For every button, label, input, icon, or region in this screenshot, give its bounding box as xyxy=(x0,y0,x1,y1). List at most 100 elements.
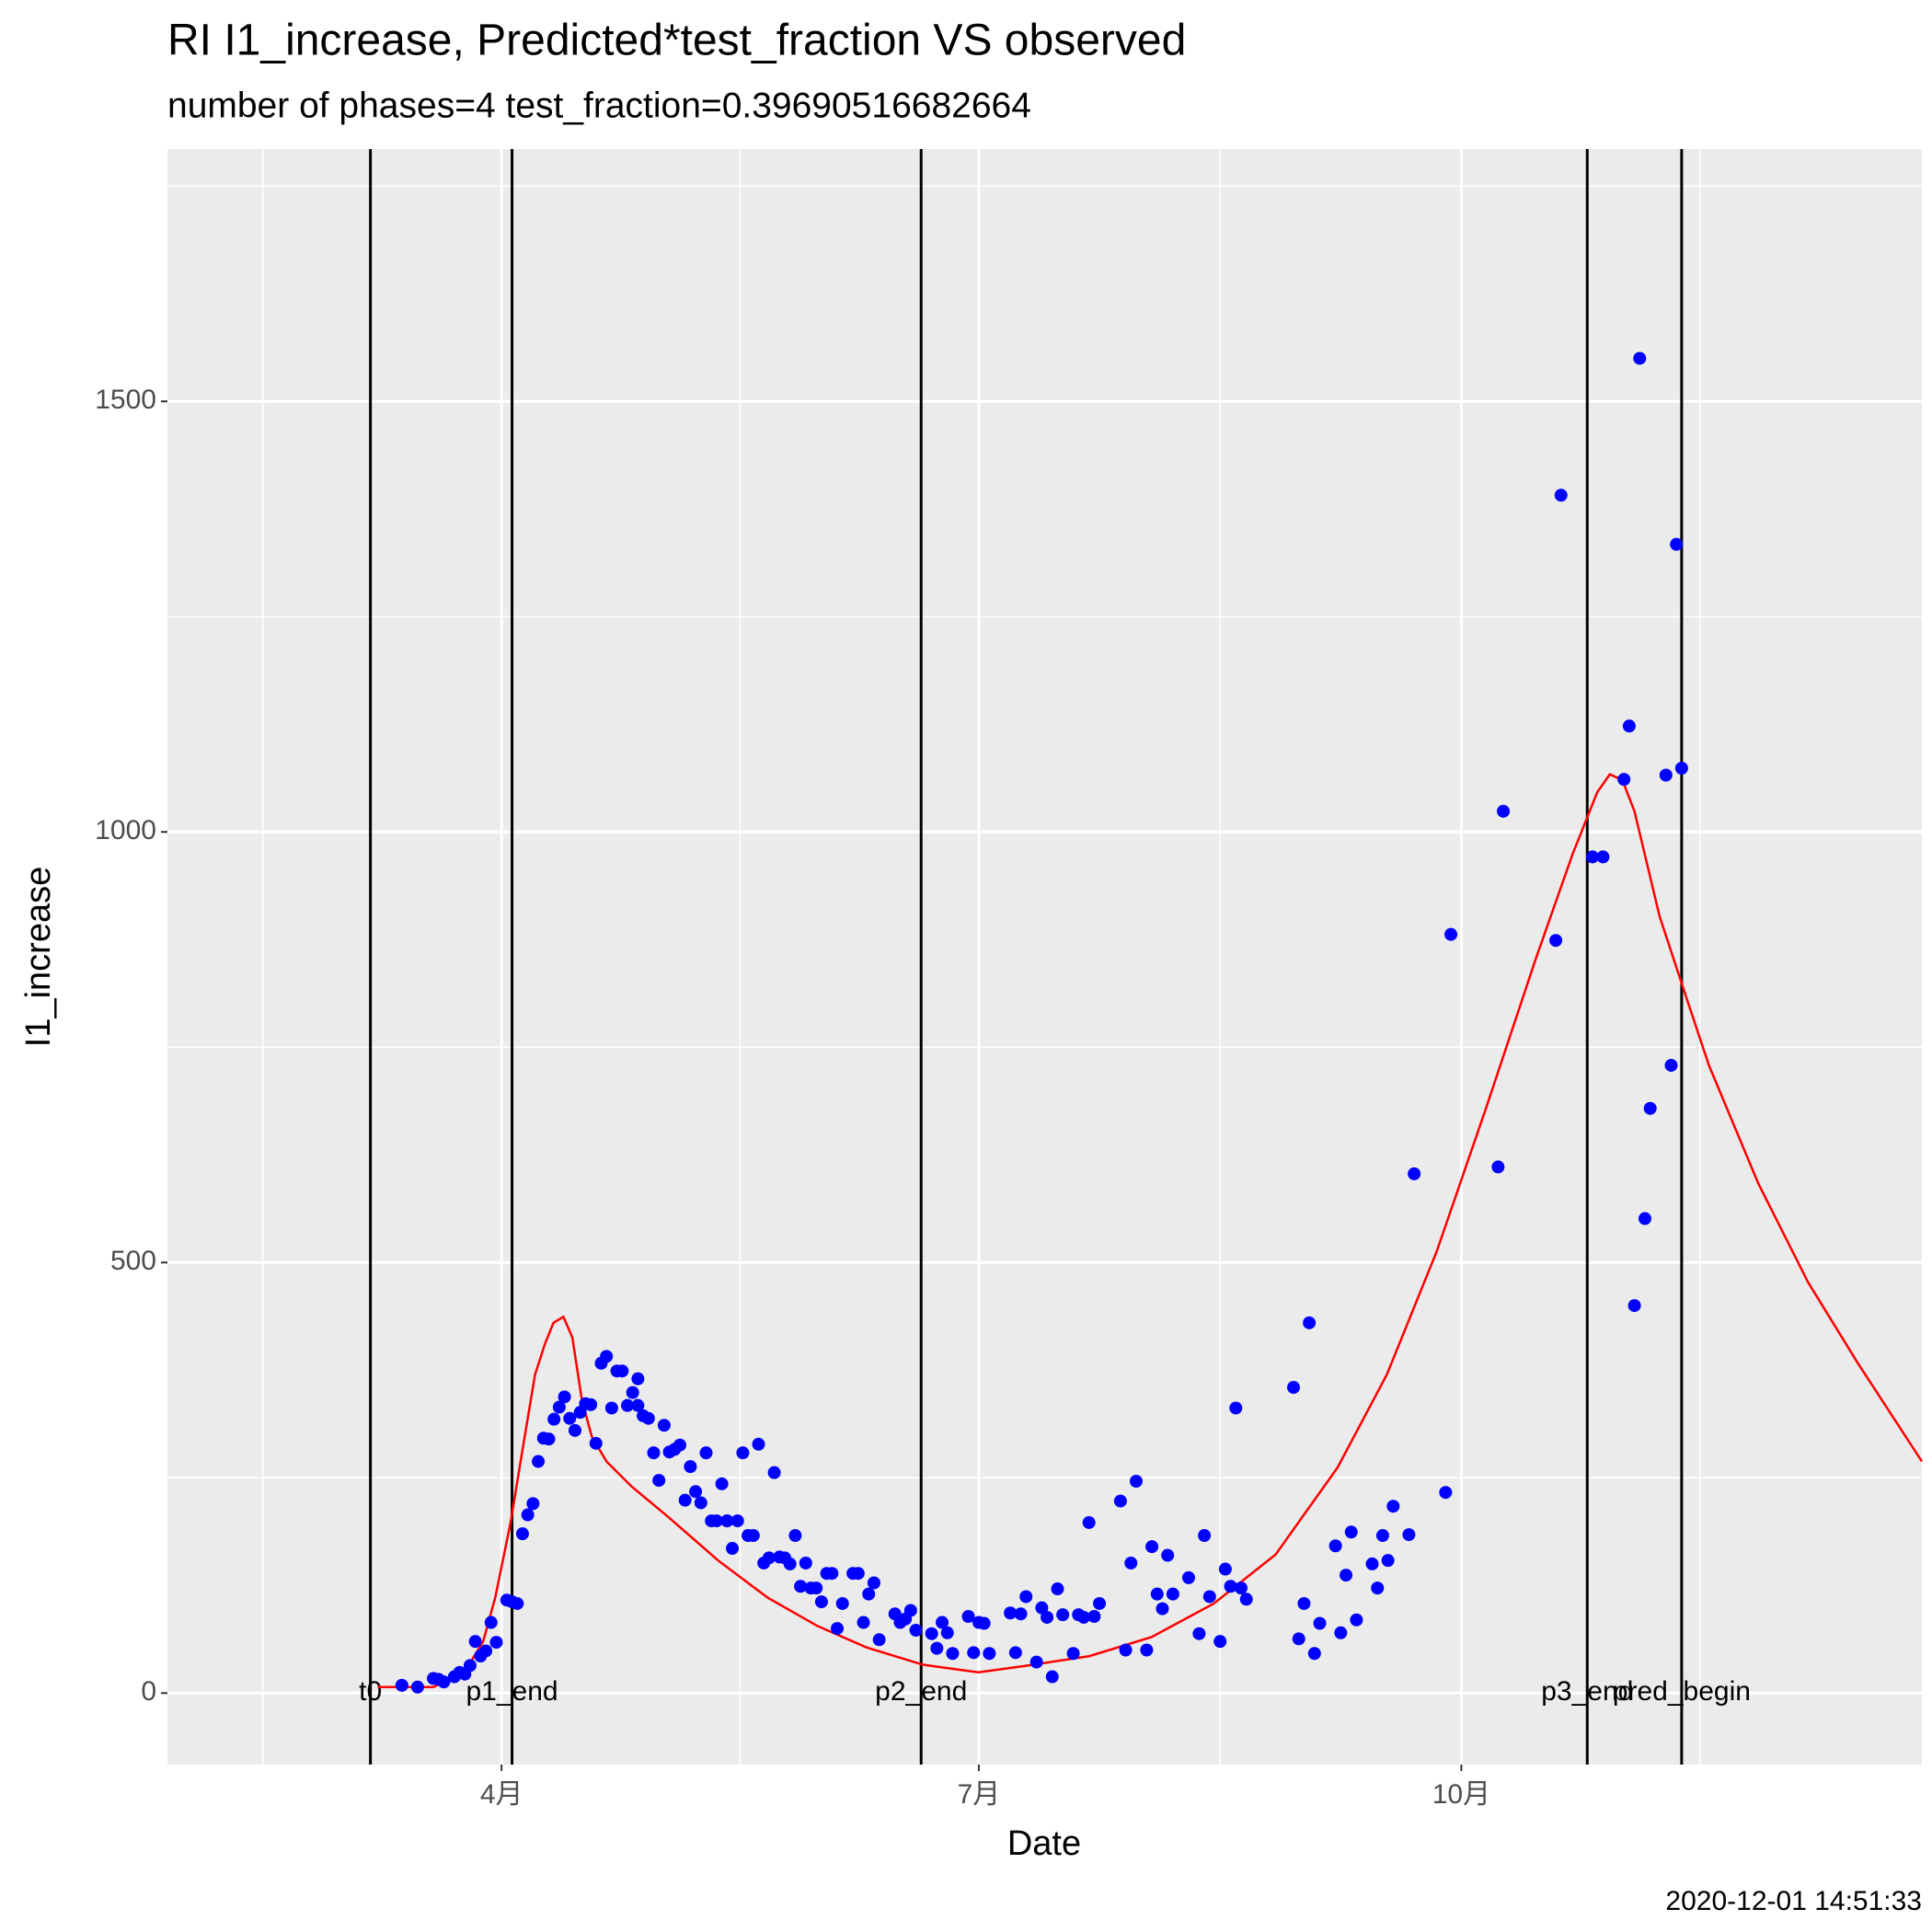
y-tick-label: 0 xyxy=(141,1676,156,1707)
observed-point xyxy=(1150,1587,1164,1601)
observed-point xyxy=(1213,1635,1227,1649)
observed-point xyxy=(1035,1601,1049,1615)
observed-point xyxy=(1444,927,1458,941)
observed-point xyxy=(532,1455,546,1468)
observed-point xyxy=(1554,489,1568,502)
observed-point xyxy=(1627,1299,1641,1313)
observed-point xyxy=(1066,1647,1080,1661)
observed-point xyxy=(961,1610,975,1624)
observed-point xyxy=(589,1436,603,1450)
observed-point xyxy=(657,1419,671,1432)
observed-point xyxy=(615,1364,629,1378)
observed-point xyxy=(1051,1582,1064,1596)
y-tick-label: 1000 xyxy=(95,815,156,845)
observed-point xyxy=(1549,934,1563,948)
observed-point xyxy=(1045,1670,1059,1684)
observed-point xyxy=(563,1411,577,1425)
observed-point xyxy=(437,1675,451,1689)
x-tick-label: 10月 xyxy=(1432,1779,1490,1810)
observed-point xyxy=(983,1647,996,1661)
observed-point xyxy=(526,1497,540,1511)
observed-point xyxy=(788,1529,802,1543)
observed-point xyxy=(1124,1556,1138,1570)
observed-point xyxy=(794,1580,808,1593)
y-tick-label: 1500 xyxy=(95,385,156,415)
observed-point xyxy=(1633,351,1647,365)
observed-point xyxy=(699,1446,713,1460)
observed-point xyxy=(484,1616,498,1629)
observed-point xyxy=(1119,1643,1133,1657)
plot-background xyxy=(167,149,1922,1765)
x-tick-label: 4月 xyxy=(480,1779,523,1810)
chart-subtitle: number of phases=4 test_fraction=0.39690… xyxy=(167,86,1031,125)
observed-point xyxy=(1617,773,1631,787)
observed-point xyxy=(684,1460,697,1474)
phase-label: p3_end xyxy=(1541,1676,1633,1707)
observed-point xyxy=(1229,1401,1243,1415)
phase-label: pred_begin xyxy=(1613,1676,1751,1707)
observed-point xyxy=(1497,804,1511,818)
observed-point xyxy=(515,1527,529,1541)
phase-label: p2_end xyxy=(875,1676,967,1707)
observed-point xyxy=(936,1616,949,1629)
observed-point xyxy=(620,1398,634,1412)
observed-point xyxy=(1029,1655,1043,1669)
observed-point xyxy=(558,1390,571,1404)
observed-point xyxy=(1439,1486,1453,1500)
observed-point xyxy=(1638,1212,1651,1225)
observed-point xyxy=(652,1474,666,1488)
observed-point xyxy=(967,1646,981,1660)
observed-point xyxy=(631,1398,645,1412)
observed-point xyxy=(1145,1540,1159,1554)
observed-point xyxy=(851,1567,865,1581)
observed-point xyxy=(1334,1626,1348,1639)
observed-point xyxy=(1235,1581,1248,1595)
observed-point xyxy=(479,1644,493,1658)
observed-point xyxy=(909,1623,923,1637)
observed-point xyxy=(1643,1101,1657,1115)
observed-point xyxy=(1365,1557,1379,1570)
observed-point xyxy=(1408,1167,1421,1180)
observed-point xyxy=(521,1508,535,1522)
observed-point xyxy=(1218,1562,1232,1576)
observed-point xyxy=(694,1496,707,1510)
observed-point xyxy=(767,1466,781,1479)
observed-point xyxy=(1375,1529,1389,1543)
observed-point xyxy=(552,1400,566,1414)
observed-point xyxy=(1202,1590,1216,1604)
observed-point xyxy=(810,1581,823,1595)
observed-point xyxy=(647,1446,661,1460)
observed-point xyxy=(825,1567,839,1581)
observed-point xyxy=(1004,1606,1018,1620)
observed-point xyxy=(977,1616,991,1630)
observed-point xyxy=(1381,1554,1395,1568)
x-axis-title: Date xyxy=(1007,1824,1081,1863)
observed-point xyxy=(736,1446,750,1460)
observed-point xyxy=(1386,1500,1400,1513)
observed-point xyxy=(720,1514,734,1528)
observed-point xyxy=(814,1595,828,1609)
observed-point xyxy=(835,1596,849,1610)
observed-point xyxy=(641,1411,655,1425)
caption: 2020-12-01 14:51:33 xyxy=(1665,1886,1922,1916)
observed-point xyxy=(410,1680,424,1694)
observed-point xyxy=(872,1633,886,1647)
observed-point xyxy=(626,1386,639,1399)
observed-point xyxy=(584,1397,598,1411)
observed-point xyxy=(604,1401,618,1415)
observed-point xyxy=(568,1423,581,1437)
observed-point xyxy=(1082,1515,1096,1529)
observed-point xyxy=(600,1350,614,1363)
observed-point xyxy=(1585,850,1599,864)
observed-point xyxy=(1113,1494,1127,1508)
observed-point xyxy=(468,1635,482,1649)
observed-point xyxy=(1328,1539,1342,1553)
observed-point xyxy=(1674,762,1688,776)
y-axis-title: I1_increase xyxy=(19,867,58,1047)
observed-point xyxy=(857,1616,870,1629)
observed-point xyxy=(930,1641,944,1655)
observed-point xyxy=(1307,1647,1321,1661)
observed-point xyxy=(752,1437,765,1451)
observed-point xyxy=(1093,1596,1107,1610)
